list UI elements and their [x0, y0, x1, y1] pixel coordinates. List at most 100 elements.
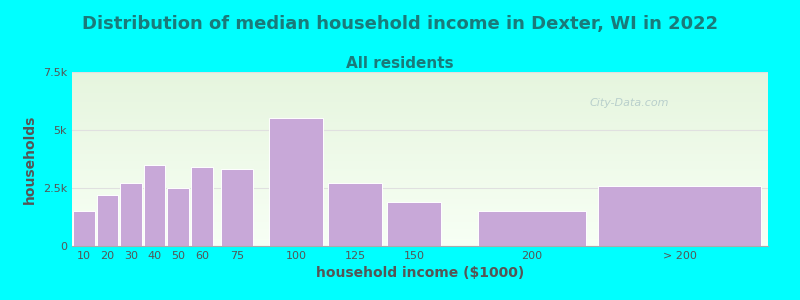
- Bar: [72, 102, 768, 103]
- Bar: [72, 140, 768, 142]
- Bar: [73, 211, 94, 246]
- Bar: [191, 167, 213, 246]
- Bar: [72, 142, 768, 143]
- Bar: [72, 224, 768, 225]
- Bar: [72, 100, 768, 102]
- Bar: [72, 178, 768, 180]
- Bar: [72, 163, 768, 164]
- Bar: [72, 145, 768, 147]
- Bar: [72, 208, 768, 209]
- Bar: [72, 187, 768, 189]
- Bar: [72, 79, 768, 81]
- Bar: [72, 133, 768, 135]
- Bar: [72, 183, 768, 185]
- Bar: [72, 218, 768, 220]
- Bar: [72, 109, 768, 110]
- Bar: [72, 209, 768, 211]
- Bar: [72, 114, 768, 116]
- Bar: [72, 232, 768, 234]
- Bar: [72, 88, 768, 89]
- Bar: [72, 154, 768, 155]
- Bar: [387, 202, 442, 246]
- Bar: [72, 197, 768, 199]
- X-axis label: household income ($1000): household income ($1000): [316, 266, 524, 280]
- Bar: [72, 86, 768, 88]
- Bar: [72, 199, 768, 201]
- Bar: [72, 105, 768, 107]
- Bar: [72, 150, 768, 152]
- Bar: [72, 190, 768, 192]
- Bar: [72, 96, 768, 98]
- Bar: [72, 155, 768, 157]
- Bar: [72, 112, 768, 114]
- Bar: [72, 126, 768, 128]
- Bar: [72, 206, 768, 208]
- Bar: [72, 201, 768, 203]
- Bar: [72, 98, 768, 100]
- Bar: [72, 220, 768, 222]
- Bar: [72, 237, 768, 239]
- Bar: [72, 176, 768, 178]
- Bar: [72, 84, 768, 86]
- Bar: [72, 103, 768, 105]
- Bar: [221, 169, 254, 246]
- Bar: [72, 227, 768, 229]
- Bar: [72, 175, 768, 176]
- Bar: [72, 215, 768, 216]
- Bar: [72, 222, 768, 224]
- Bar: [72, 121, 768, 122]
- Bar: [72, 161, 768, 163]
- Bar: [328, 183, 382, 246]
- Bar: [72, 148, 768, 150]
- Bar: [269, 118, 323, 246]
- Bar: [72, 242, 768, 244]
- Bar: [72, 234, 768, 236]
- Bar: [72, 159, 768, 161]
- Bar: [72, 216, 768, 218]
- Bar: [72, 119, 768, 121]
- Bar: [72, 189, 768, 190]
- Bar: [72, 124, 768, 126]
- Bar: [72, 230, 768, 232]
- Y-axis label: households: households: [23, 114, 38, 204]
- Bar: [72, 74, 768, 76]
- Bar: [72, 241, 768, 242]
- Bar: [72, 77, 768, 79]
- Bar: [72, 166, 768, 168]
- Bar: [72, 72, 768, 74]
- Bar: [72, 225, 768, 227]
- Bar: [72, 110, 768, 112]
- Text: Distribution of median household income in Dexter, WI in 2022: Distribution of median household income …: [82, 15, 718, 33]
- Bar: [72, 76, 768, 77]
- Bar: [72, 81, 768, 82]
- Bar: [72, 135, 768, 137]
- Bar: [72, 169, 768, 171]
- Bar: [72, 196, 768, 197]
- Bar: [72, 91, 768, 93]
- Bar: [72, 202, 768, 204]
- Bar: [72, 136, 768, 138]
- Bar: [72, 138, 768, 140]
- Bar: [72, 182, 768, 183]
- Bar: [72, 211, 768, 213]
- Bar: [72, 152, 768, 154]
- Bar: [598, 186, 761, 246]
- Bar: [72, 168, 768, 169]
- Bar: [72, 94, 768, 96]
- Bar: [72, 185, 768, 187]
- Bar: [72, 213, 768, 215]
- Bar: [72, 82, 768, 84]
- Bar: [72, 194, 768, 196]
- Bar: [97, 195, 118, 246]
- Bar: [72, 147, 768, 148]
- Bar: [72, 128, 768, 129]
- Bar: [72, 89, 768, 91]
- Bar: [72, 173, 768, 175]
- Bar: [72, 204, 768, 206]
- Bar: [72, 180, 768, 182]
- Bar: [72, 192, 768, 194]
- Bar: [72, 131, 768, 133]
- Bar: [72, 122, 768, 124]
- Bar: [72, 244, 768, 246]
- Bar: [72, 236, 768, 237]
